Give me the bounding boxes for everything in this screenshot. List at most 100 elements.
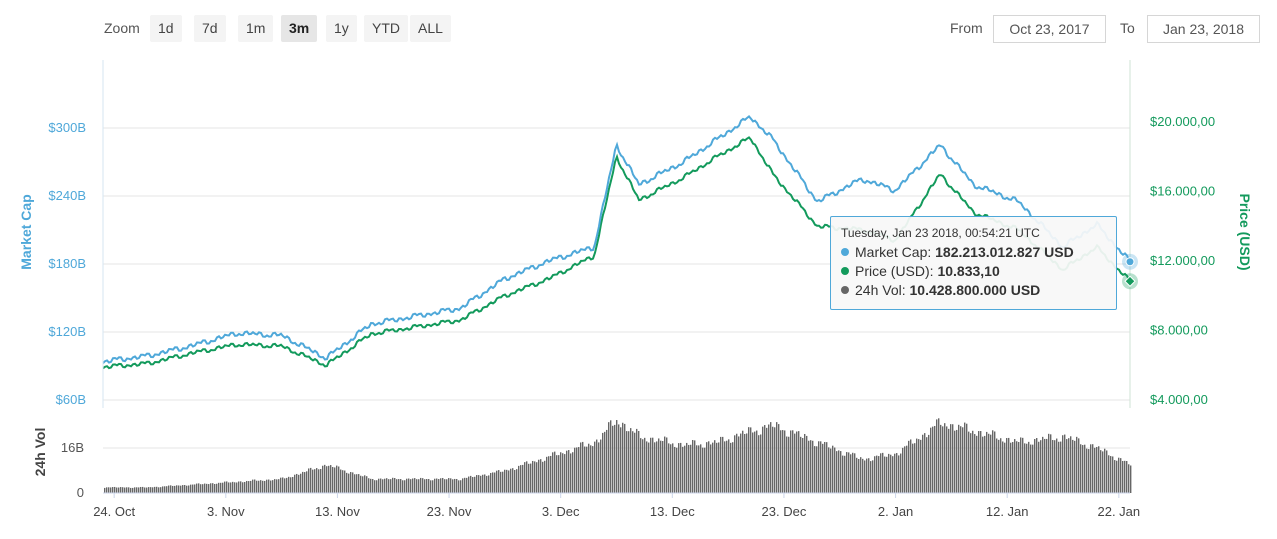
volume-bar xyxy=(674,446,676,493)
hover-tooltip: Tuesday, Jan 23 2018, 00:54:21 UTC Marke… xyxy=(830,216,1117,310)
volume-bar xyxy=(298,474,300,493)
volume-bar xyxy=(500,471,502,493)
volume-bar xyxy=(252,479,254,493)
volume-bar xyxy=(1046,438,1048,493)
volume-bar xyxy=(534,461,536,493)
tooltip-label: 24h Vol: xyxy=(855,282,906,298)
volume-bar xyxy=(470,475,472,493)
volume-bar xyxy=(262,480,264,493)
volume-bar xyxy=(406,478,408,493)
zoom-3m-button[interactable]: 3m xyxy=(281,15,318,42)
volume-bar xyxy=(212,483,214,493)
volume-bar xyxy=(442,477,444,493)
volume-bar xyxy=(1114,460,1116,493)
volume-bar xyxy=(170,485,172,493)
zoom-all-button[interactable]: ALL xyxy=(410,15,451,42)
volume-bar xyxy=(250,480,252,493)
volume-bar xyxy=(352,472,354,493)
volume-bar xyxy=(1044,438,1046,493)
from-label: From xyxy=(950,20,983,36)
volume-bar xyxy=(730,442,732,493)
volume-bar xyxy=(1108,455,1110,493)
volume-bar xyxy=(662,441,664,493)
volume-bar xyxy=(228,482,230,493)
volume-bar xyxy=(286,477,288,493)
volume-bar xyxy=(1032,444,1034,493)
volume-bar xyxy=(812,440,814,493)
left-tick-label: $240B xyxy=(48,188,86,203)
volume-bar xyxy=(1024,443,1026,493)
volume-bar xyxy=(1088,449,1090,493)
volume-bar xyxy=(1026,443,1028,493)
volume-bar xyxy=(174,485,176,493)
volume-bar xyxy=(136,487,138,493)
volume-bar xyxy=(548,456,550,493)
volume-bar xyxy=(566,450,568,493)
volume-bar xyxy=(436,478,438,493)
volume-bar xyxy=(390,479,392,493)
volume-bar xyxy=(194,484,196,493)
volume-bar xyxy=(396,479,398,493)
x-tick-label: 12. Jan xyxy=(986,504,1029,519)
volume-bar xyxy=(504,469,506,493)
volume-bar xyxy=(104,487,106,493)
to-date-input[interactable]: Jan 23, 2018 xyxy=(1147,15,1260,43)
volume-bar xyxy=(582,441,584,493)
volume-bar xyxy=(666,437,668,493)
tooltip-row-market-cap: Market Cap: 182.213.012.827 USD xyxy=(841,244,1074,260)
zoom-ytd-button[interactable]: YTD xyxy=(364,15,408,42)
volume-bar xyxy=(572,452,574,493)
volume-bar xyxy=(980,431,982,493)
volume-bar xyxy=(676,447,678,493)
volume-bar xyxy=(558,455,560,493)
volume-bar xyxy=(184,484,186,493)
volume-bar xyxy=(598,442,600,493)
volume-bar xyxy=(868,458,870,493)
volume-bar xyxy=(386,478,388,493)
volume-bar xyxy=(924,433,926,493)
volume-bar xyxy=(608,422,610,493)
volume-bar xyxy=(950,424,952,493)
volume-bar xyxy=(602,432,604,493)
volume-bar xyxy=(1036,438,1038,493)
volume-bar xyxy=(998,439,1000,493)
volume-bar xyxy=(532,460,534,493)
volume-bar xyxy=(642,439,644,493)
volume-bar xyxy=(694,440,696,493)
from-date-input[interactable]: Oct 23, 2017 xyxy=(993,15,1106,43)
volume-bar xyxy=(208,484,210,493)
volume-bar xyxy=(138,487,140,493)
volume-bar xyxy=(182,485,184,493)
volume-bar xyxy=(432,480,434,493)
zoom-1d-button[interactable]: 1d xyxy=(150,15,182,42)
right-axis-title: Price (USD) xyxy=(1237,193,1253,270)
volume-bar xyxy=(646,441,648,493)
volume-bar xyxy=(356,474,358,493)
volume-bar xyxy=(472,477,474,493)
zoom-7d-button[interactable]: 7d xyxy=(194,15,226,42)
volume-bar xyxy=(132,487,134,493)
volume-bar xyxy=(634,432,636,493)
volume-bar xyxy=(468,476,470,493)
volume-bar xyxy=(554,451,556,493)
zoom-1m-button[interactable]: 1m xyxy=(238,15,274,42)
volume-bar xyxy=(1096,446,1098,493)
volume-bar xyxy=(786,436,788,493)
volume-bar xyxy=(668,443,670,493)
volume-bar xyxy=(650,437,652,493)
volume-bar xyxy=(606,429,608,493)
volume-bar xyxy=(630,428,632,493)
volume-bar xyxy=(914,443,916,493)
volume-bar xyxy=(1012,442,1014,493)
volume-bar xyxy=(660,440,662,493)
zoom-1y-button[interactable]: 1y xyxy=(326,15,357,42)
volume-bar xyxy=(568,450,570,493)
volume-bar xyxy=(910,439,912,493)
volume-bar xyxy=(312,469,314,493)
volume-bar xyxy=(750,427,752,493)
volume-bar xyxy=(678,443,680,493)
tooltip-row-price: Price (USD): 10.833,10 xyxy=(841,263,1000,279)
volume-bar xyxy=(916,438,918,493)
volume-bar xyxy=(264,480,266,493)
